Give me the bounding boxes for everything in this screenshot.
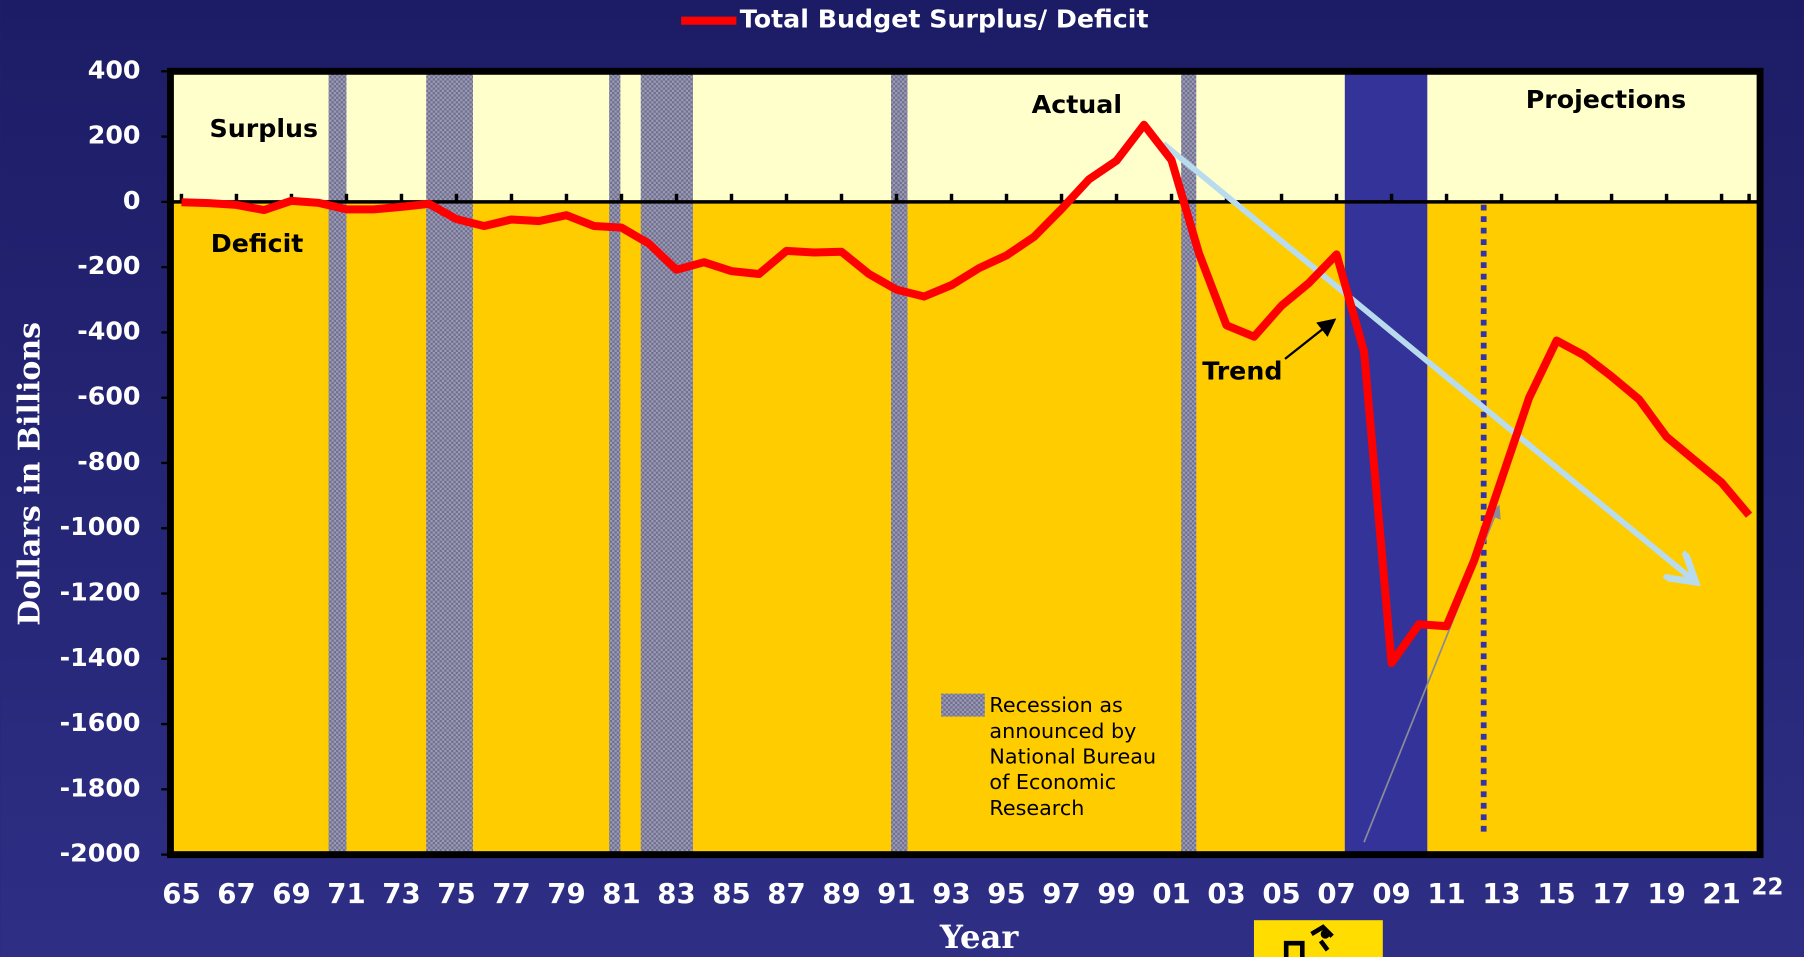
y-tick-label: 400: [88, 55, 141, 84]
y-tick-label: 0: [123, 186, 141, 215]
x-tick-label: 19: [1647, 877, 1685, 910]
legend-label: Total Budget Surplus/ Deficit: [740, 5, 1149, 34]
recession-legend-text: Research: [989, 796, 1084, 820]
x-tick-label: 81: [602, 877, 640, 910]
y-tick-label: -400: [77, 316, 140, 345]
x-tick-label: 85: [712, 877, 750, 910]
x-tick-label: 77: [492, 877, 530, 910]
y-tick-label: -1800: [60, 773, 141, 802]
y-axis-label: Dollars in Billions: [12, 322, 47, 626]
annotation: Surplus: [210, 114, 319, 143]
annotation: Deficit: [211, 229, 304, 258]
x-tick-label: 71: [327, 877, 365, 910]
x-tick-label: 75: [437, 877, 475, 910]
x-tick-label: 89: [822, 877, 860, 910]
recession-band: [891, 71, 908, 855]
recession-legend-text: National Bureau: [989, 745, 1156, 769]
recession-band: [426, 71, 473, 855]
x-tick-label: 11: [1427, 877, 1465, 910]
y-tick-label: -1000: [60, 512, 141, 541]
recession-band: [328, 71, 347, 855]
y-tick-label: -2000: [60, 839, 141, 868]
x-tick-label: 07: [1317, 877, 1355, 910]
trend-arrow: [1161, 141, 1691, 579]
surplus-region: [170, 71, 1761, 202]
x-tick-label: 83: [657, 877, 695, 910]
x-tick-label: 13: [1482, 877, 1520, 910]
x-tick-label: 69: [272, 877, 310, 910]
x-tick-label: 01: [1152, 877, 1190, 910]
x-tick-label: 22: [1751, 874, 1783, 900]
x-tick-label: 03: [1207, 877, 1245, 910]
y-tick-label: -800: [77, 447, 140, 476]
recession-band: [1181, 71, 1197, 855]
x-tick-label: 09: [1372, 877, 1410, 910]
y-tick-label: -1400: [60, 643, 141, 672]
current-recession-band: [1344, 71, 1428, 855]
x-tick-label: 67: [217, 877, 255, 910]
deficit-region: [170, 201, 1761, 855]
recession-legend-text: of Economic: [989, 770, 1116, 794]
x-tick-label: 21: [1702, 877, 1740, 910]
x-tick-label: 95: [987, 877, 1025, 910]
x-tick-label: 97: [1042, 877, 1080, 910]
annotation: Projections: [1526, 85, 1686, 114]
recession-band: [609, 71, 621, 855]
x-tick-label: 15: [1537, 877, 1575, 910]
x-tick-label: 87: [767, 877, 805, 910]
trend-pointer: [1284, 318, 1337, 360]
plot-border: [166, 67, 1764, 859]
x-tick-label: 79: [547, 877, 585, 910]
recession-legend-swatch: [941, 693, 985, 717]
x-tick-label: 05: [1262, 877, 1300, 910]
x-tick-label: 99: [1097, 877, 1135, 910]
icon: [1253, 920, 1383, 957]
x-tick-label: 91: [877, 877, 915, 910]
series-line: [181, 120, 1753, 668]
y-tick-label: 200: [88, 121, 141, 150]
x-axis-label: Year: [939, 918, 1020, 956]
x-tick-label: 17: [1592, 877, 1630, 910]
annotation: Trend: [1202, 357, 1282, 386]
x-tick-label: 93: [932, 877, 970, 910]
y-tick-label: -1200: [60, 578, 141, 607]
y-tick-label: -600: [77, 382, 140, 411]
recession-legend-text: Recession as: [989, 693, 1122, 717]
recession-legend-text: announced by: [989, 719, 1136, 743]
recession-band: [640, 71, 693, 855]
x-tick-label: 73: [382, 877, 420, 910]
plot-area: 65 67 69 71 73 75 77 79 81 83 85 87 89 91 93 95 97 99 01 03…: [60, 55, 1784, 910]
y-tick-label: -1600: [60, 708, 141, 737]
annotation: Actual: [1032, 90, 1122, 119]
x-tick-label: 65: [162, 877, 200, 910]
icon-head: [1320, 929, 1330, 939]
y-tick-label: -200: [77, 251, 140, 280]
